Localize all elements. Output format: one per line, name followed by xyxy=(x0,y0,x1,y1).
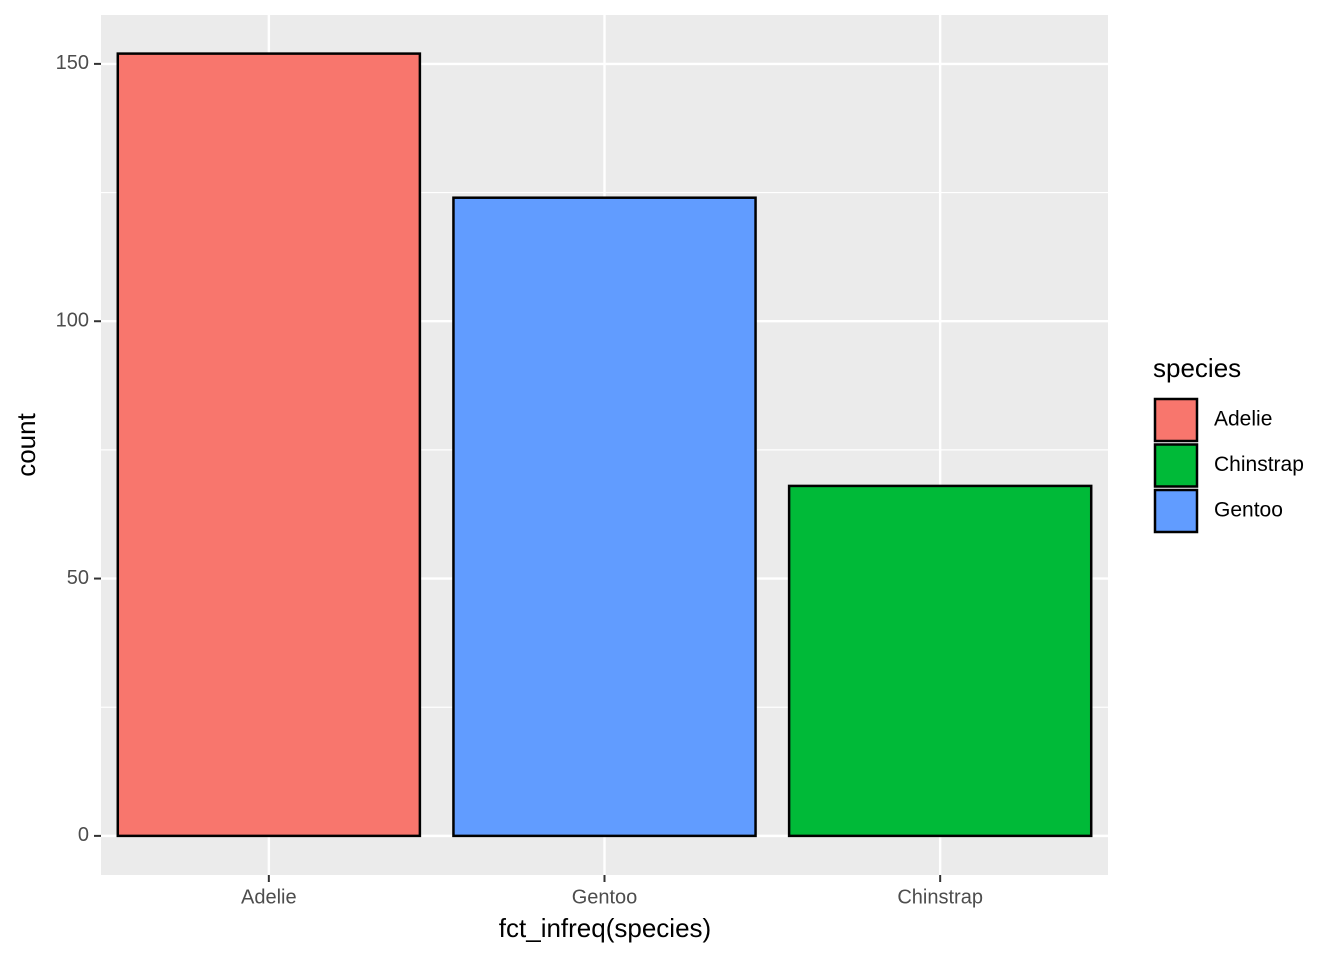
bar xyxy=(452,196,757,838)
bar xyxy=(787,484,1093,838)
legend-label: Adelie xyxy=(1214,408,1272,431)
x-axis-title: fct_infreq(species) xyxy=(499,913,711,943)
bar xyxy=(116,52,422,838)
legend-label: Gentoo xyxy=(1214,499,1283,522)
legend-key xyxy=(1153,397,1199,443)
x-tick-label: Adelie xyxy=(241,886,297,908)
y-tick-label: 50 xyxy=(67,567,89,589)
y-tick-label: 100 xyxy=(56,310,89,332)
y-tick-label: 150 xyxy=(56,52,89,74)
legend-key xyxy=(1153,488,1199,534)
legend-label: Chinstrap xyxy=(1214,453,1304,476)
x-tick-label: Gentoo xyxy=(572,886,638,908)
x-tick-label: Chinstrap xyxy=(897,886,983,908)
legend-key xyxy=(1153,443,1199,488)
legend-title: species xyxy=(1153,353,1241,383)
y-tick-label: 0 xyxy=(78,824,89,846)
y-axis-title: count xyxy=(11,412,41,476)
